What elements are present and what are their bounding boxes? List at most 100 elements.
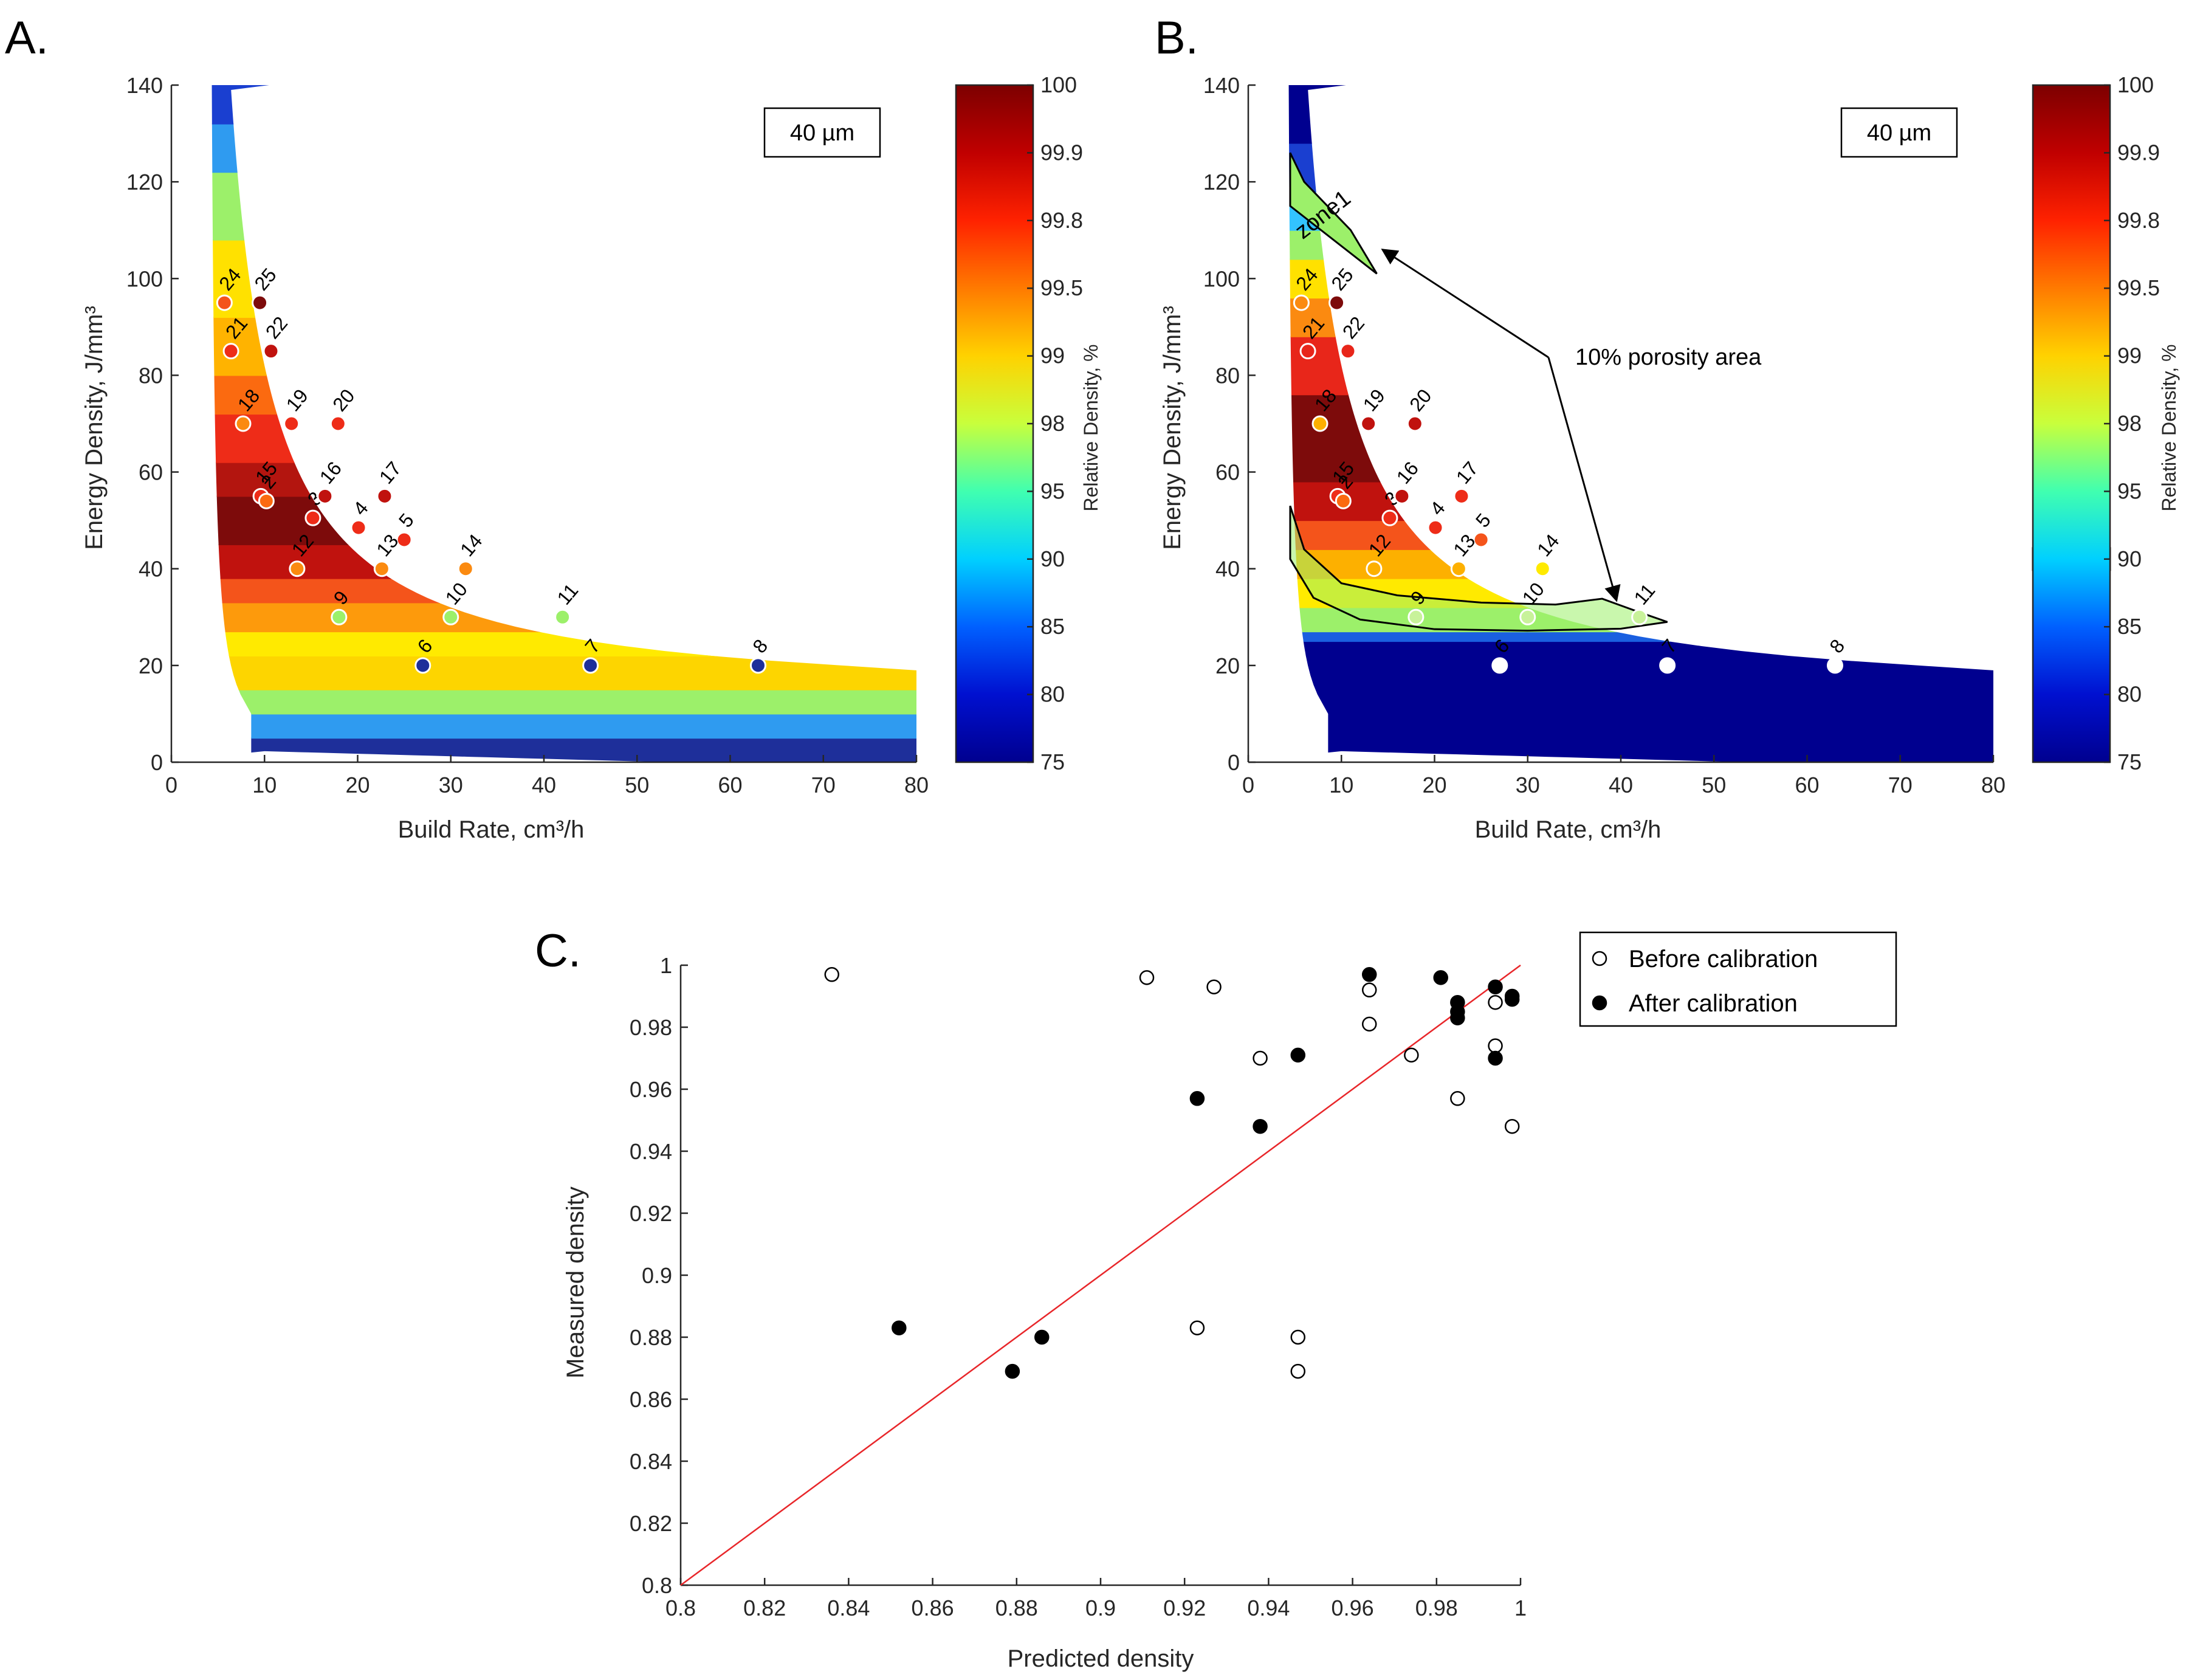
panel-a: A. 0 10 20 30 40 50 60 70 80 0 20 40 60 80 100 120 140 2…: [5, 12, 1102, 843]
y-tick-label: 80: [1215, 363, 1240, 388]
before-calibration-point: [1206, 979, 1222, 994]
y-tick-label: 20: [139, 653, 163, 678]
zone1-region: [1289, 152, 1378, 275]
before-calibration-point: [1290, 1329, 1306, 1345]
data-point-label: 16: [1392, 457, 1423, 487]
y-tick-label: 0.96: [630, 1077, 672, 1102]
y-tick-label: 120: [126, 170, 163, 195]
after-calibration-point: [1488, 1050, 1503, 1066]
colorbar-tick-label: 99.5: [2117, 275, 2160, 300]
y-tick-label: 140: [126, 73, 163, 98]
data-point: [1366, 560, 1383, 577]
scatter-points-c: [680, 964, 1521, 1586]
y-tick-label: 0.98: [630, 1015, 672, 1040]
colorbar-tick-label: 99: [1040, 343, 1065, 368]
arrow-to-zone1: [1381, 249, 1549, 359]
colorbar-tick-label: 95: [2117, 478, 2142, 503]
y-tick-label: 20: [1215, 653, 1240, 678]
data-point: [749, 657, 766, 674]
data-point: [414, 657, 431, 674]
colorbar-tick-label: 85: [2117, 614, 2142, 639]
data-point: [1360, 415, 1377, 432]
x-tick-label: 0.94: [1247, 1596, 1290, 1620]
x-axis-label-c: Predicted density: [1008, 1645, 1194, 1672]
colorbar-tick-label: 99.5: [1040, 275, 1083, 300]
panel-a-letter: A.: [5, 12, 49, 64]
colorbar-tick-label: 75: [1040, 749, 1065, 774]
y-tick-label: 40: [139, 557, 163, 582]
data-point: [1299, 343, 1316, 360]
x-tick-label: 70: [811, 773, 836, 797]
data-point-label: 8: [1825, 635, 1849, 658]
data-point: [442, 608, 459, 625]
svg-text:40 µm: 40 µm: [1867, 120, 1931, 146]
x-tick-label: 60: [718, 773, 742, 797]
colorbar-tick-label: 99.8: [2117, 208, 2160, 233]
data-point: [1381, 509, 1398, 526]
density-band: [210, 602, 916, 633]
data-point: [554, 608, 571, 625]
y-tick-label: 100: [126, 266, 163, 291]
y-tick-label: 140: [1203, 73, 1240, 98]
x-tick-label: 0.8: [665, 1596, 696, 1620]
density-band: [1287, 481, 1993, 522]
data-point-label: 4: [349, 497, 373, 520]
data-point: [1659, 657, 1676, 674]
data-point: [1427, 519, 1444, 536]
x-tick-label: 1: [1514, 1596, 1527, 1620]
x-tick-label: 70: [1888, 773, 1913, 797]
y-axis-label-a: Energy Density, J/mm³: [81, 306, 108, 550]
colorbar-a: 100 99.9 99.8 99.5 99 98 95 90 85 80 75: [955, 72, 1083, 774]
data-point-label: 14: [456, 530, 486, 560]
data-point: [1328, 294, 1346, 311]
after-calibration-point: [1488, 979, 1503, 994]
box-label-a: 40 µm: [763, 107, 881, 158]
colorbar-tick-label: 100: [2117, 72, 2154, 97]
x-axis-label-a: Build Rate, cm³/h: [398, 816, 585, 843]
data-point-label: 17: [1452, 457, 1482, 487]
density-band: [1287, 394, 1993, 483]
data-point: [222, 343, 239, 360]
x-tick-label: 0.9: [1085, 1596, 1116, 1620]
data-point-label: 20: [328, 385, 359, 415]
x-axis-label-b: Build Rate, cm³/h: [1475, 816, 1662, 843]
x-tick-label: 0.96: [1332, 1596, 1374, 1620]
data-point-label: 10: [441, 578, 472, 608]
density-band: [210, 689, 916, 715]
data-point: [396, 531, 413, 548]
data-point: [1453, 487, 1470, 504]
before-calibration-point: [1290, 1363, 1306, 1379]
data-point: [1339, 343, 1356, 360]
y-tick-label: 0: [151, 750, 163, 775]
legend-c: Before calibration After calibration: [1579, 931, 1897, 1027]
data-point-label: 16: [315, 457, 346, 487]
y-axis-label-b: Energy Density, J/mm³: [1159, 306, 1186, 550]
y-axis-label-c: Measured density: [562, 1186, 589, 1379]
porosity-arrow-label: 10% porosity area: [1575, 345, 1762, 370]
data-point: [350, 519, 367, 536]
colorbar-tick-label: 99.9: [2117, 140, 2160, 165]
y-tick-label: 60: [139, 460, 163, 485]
panel-c: C. 0.8 0.82 0.84 0.86 0.88 0.9 0.92 0.94 0.96 0.9…: [535, 925, 1897, 1672]
y-tick-label: 0.86: [630, 1387, 672, 1412]
x-tick-label: 40: [1609, 773, 1633, 797]
colorbar-tick-label: 99.9: [1040, 140, 1083, 165]
data-point: [1311, 415, 1328, 432]
data-point: [216, 294, 233, 311]
x-tick-label: 60: [1795, 773, 1819, 797]
data-point: [252, 294, 269, 311]
colorbar-label-b: Relative Density, %: [2158, 344, 2180, 511]
density-band: [1287, 520, 1993, 550]
x-tick-label: 50: [625, 773, 649, 797]
data-point: [1293, 294, 1310, 311]
x-tick-label: 20: [1422, 773, 1446, 797]
data-point-label: 19: [1358, 385, 1389, 415]
data-point-label: 25: [1327, 264, 1357, 294]
y-tick-label: 0.8: [642, 1573, 672, 1598]
data-point: [1631, 608, 1648, 625]
box-label-b: 40 µm: [1840, 107, 1958, 158]
after-calibration-point: [1504, 991, 1520, 1007]
data-point-label: 11: [552, 579, 582, 609]
density-band: [210, 543, 916, 579]
axes-a: 0 10 20 30 40 50 60 70 80 0 20 40 60 80 100 120 140: [126, 73, 929, 797]
